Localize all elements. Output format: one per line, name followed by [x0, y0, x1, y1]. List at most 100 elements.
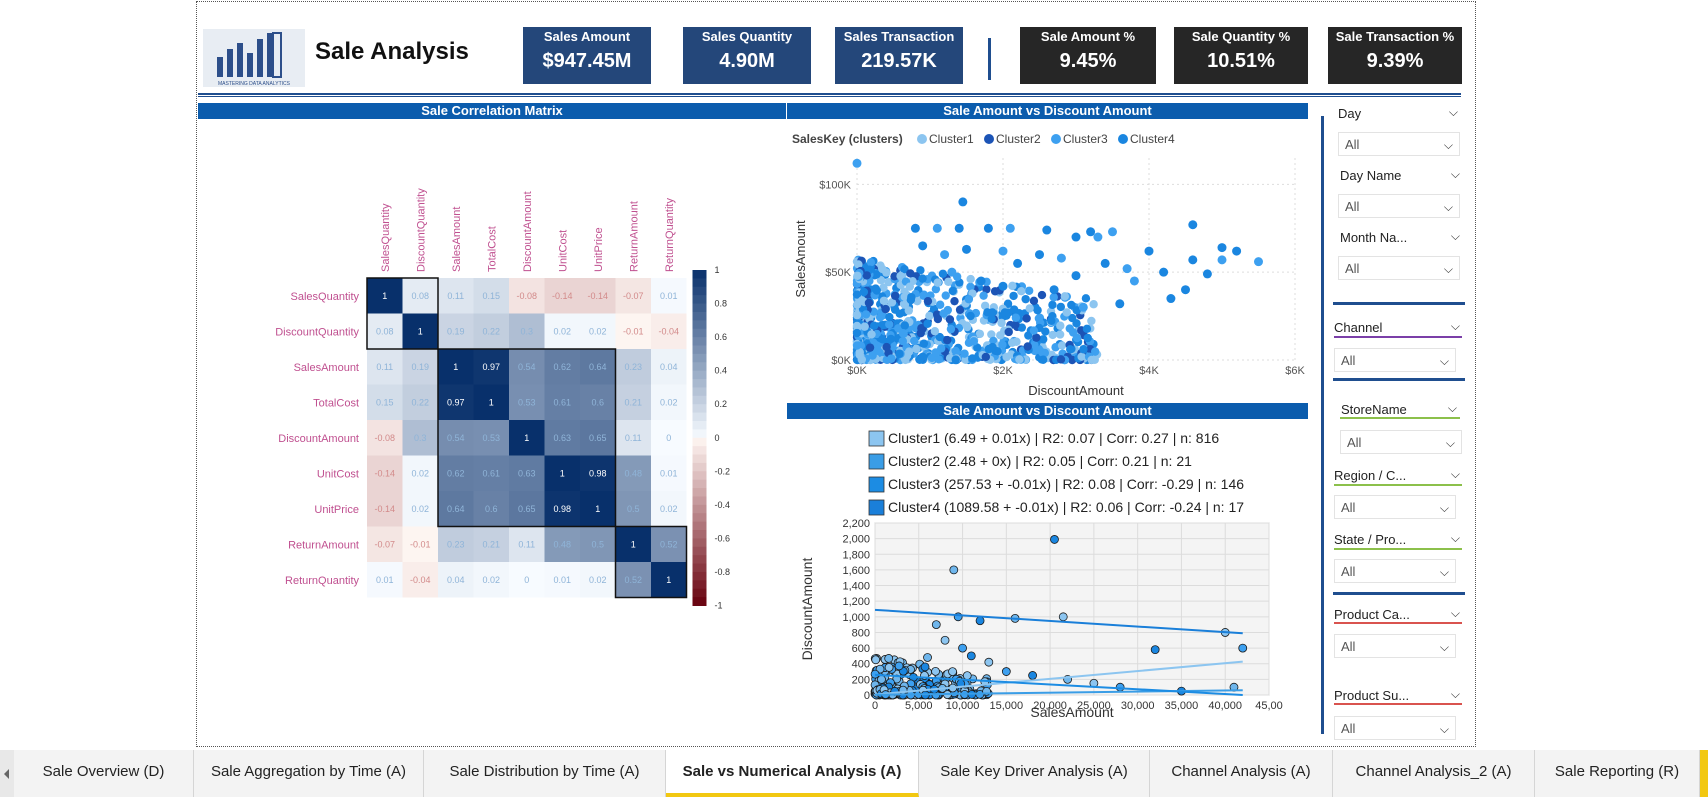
corr-cell-label: 0.5 [627, 504, 640, 514]
chevron-down-icon[interactable]: ⌵ [1447, 401, 1457, 415]
scatter-y-tick: $0K [831, 355, 851, 367]
corr-cell [473, 526, 509, 562]
scatter-point [935, 300, 945, 309]
corr-cell [367, 349, 403, 385]
corr-cell [615, 349, 651, 385]
chevron-down-icon[interactable]: ⌵ [1450, 467, 1460, 481]
corr-cell-label: 0 [524, 575, 529, 585]
scatter-point [872, 270, 881, 279]
scatter-point [882, 342, 891, 352]
slicer-month-name-title[interactable]: Month Na... ⌵ [1340, 229, 1462, 245]
scatter-point [1078, 302, 1088, 312]
correlation-matrix-chart[interactable]: SalesQuantity SalesQuantity DiscountQuanti… [200, 120, 785, 660]
scatter-point [1041, 327, 1050, 336]
tabs-edge-marker [1700, 750, 1708, 797]
slicer-product-category-title[interactable]: Product Ca... ⌵ [1334, 606, 1462, 622]
regression-x-tick: 15,000 [990, 700, 1024, 712]
corr-cell-label: 0.02 [660, 397, 678, 407]
scatter-point [1115, 299, 1125, 309]
slicer-product-subcategory-title[interactable]: Product Su... ⌵ [1334, 687, 1462, 703]
corr-cell [615, 384, 651, 420]
chevron-down-icon[interactable]: ⌵ [1450, 167, 1460, 181]
scatter-point [939, 309, 948, 318]
scatter-point [1089, 300, 1098, 309]
scatter-point [855, 348, 864, 357]
corr-cell-label: 0.23 [447, 539, 465, 549]
corr-cell [651, 420, 687, 456]
chevron-down-icon: ⌵ [1439, 354, 1449, 368]
colorbar-segment [692, 412, 707, 422]
regression-point [1001, 667, 1011, 676]
kpi-value: 4.90M [719, 50, 775, 72]
chevron-down-icon[interactable]: ⌵ [1450, 531, 1460, 545]
chevron-down-icon[interactable]: ⌵ [1450, 687, 1460, 701]
regression-y-tick: 1,600 [842, 565, 870, 577]
tab-sale-reporting[interactable]: Sale Reporting (R) [1535, 750, 1700, 797]
chevron-down-icon[interactable]: ⌵ [1450, 229, 1460, 243]
regression-point [920, 662, 930, 672]
slicer-storename-underline [1340, 417, 1460, 419]
scatter-point [878, 320, 888, 330]
scatter-point [857, 296, 867, 305]
scatter-point [1067, 300, 1076, 310]
corr-cell-label: 0.52 [624, 575, 642, 585]
scatter-legend-marker [984, 134, 994, 144]
chevron-down-icon[interactable]: ⌵ [1450, 319, 1460, 333]
tab-sale-overview[interactable]: Sale Overview (D) [14, 750, 194, 797]
slicer-region-title[interactable]: Region / C... ⌵ [1334, 467, 1462, 483]
corr-cell [544, 491, 580, 527]
tab-sale-key-driver-analysis[interactable]: Sale Key Driver Analysis (A) [919, 750, 1150, 797]
slicer-channel-dropdown[interactable]: All ⌵ [1334, 348, 1456, 372]
slicer-day-name-dropdown[interactable]: All ⌵ [1338, 194, 1460, 218]
slicer-label: Region / C... [1334, 468, 1407, 483]
colorbar-segment [692, 270, 707, 279]
corr-cell-label: 0.11 [376, 362, 393, 372]
corr-cell [438, 349, 474, 385]
tab-sale-distribution-by-time[interactable]: Sale Distribution by Time (A) [424, 750, 666, 797]
kpi-value: 9.39% [1366, 50, 1424, 72]
tab-sale-vs-numerical-analysis[interactable]: Sale vs Numerical Analysis (A) [666, 750, 919, 797]
slicer-day-name-title[interactable]: Day Name ⌵ [1340, 167, 1462, 183]
slicer-storename-dropdown[interactable]: All ⌵ [1340, 430, 1462, 454]
scatter-point [933, 314, 943, 324]
scatter-point [876, 276, 886, 285]
scatter-point [1056, 302, 1066, 312]
slicer-channel-title[interactable]: Channel ⌵ [1334, 319, 1462, 335]
slicer-product-category-dropdown[interactable]: All ⌵ [1334, 634, 1456, 658]
chevron-down-icon[interactable]: ⌵ [1450, 606, 1460, 620]
corr-cell [473, 420, 509, 456]
slicer-product-subcategory-dropdown[interactable]: All ⌵ [1334, 716, 1456, 740]
corr-cell [509, 384, 545, 420]
scatter-point [1144, 246, 1154, 256]
slicer-month-name-dropdown[interactable]: All ⌵ [1338, 256, 1460, 280]
cluster-scatter-chart[interactable]: SalesKey (clusters) Cluster1 Cluster2 Clust… [787, 120, 1308, 400]
slicer-state-dropdown[interactable]: All ⌵ [1334, 559, 1456, 583]
regression-point [975, 616, 985, 626]
scatter-point [910, 336, 919, 346]
tab-channel-analysis[interactable]: Channel Analysis (A) [1150, 750, 1333, 797]
corr-cell [544, 384, 580, 420]
slicer-state-title[interactable]: State / Pro... ⌵ [1334, 531, 1462, 547]
tabs-scroll-left-icon[interactable] [0, 750, 15, 797]
scatter-point [1023, 342, 1032, 351]
scatter-x-tick: $4K [1139, 365, 1159, 377]
regression-y-tick: 1,000 [842, 612, 870, 624]
regression-scatter-chart[interactable]: Cluster1 (6.49 + 0.01x) | R2: 0.07 | Cor… [787, 420, 1308, 720]
corr-cell-label: 0.62 [447, 468, 465, 478]
tab-channel-analysis-2[interactable]: Channel Analysis_2 (A) [1333, 750, 1535, 797]
slicer-storename-title[interactable]: StoreName ⌵ [1341, 401, 1459, 417]
slicer-day-title[interactable]: Day ⌵ [1338, 105, 1460, 121]
slicer-day-dropdown[interactable]: All ⌵ [1338, 132, 1460, 156]
scatter-point [854, 260, 863, 269]
corr-cell-label: 1 [453, 362, 458, 372]
scatter-point [1202, 269, 1212, 279]
corr-cell [544, 562, 580, 598]
corr-cell [438, 313, 474, 349]
scatter-point [1079, 345, 1088, 354]
scatter-point [966, 282, 975, 292]
slicer-region-dropdown[interactable]: All ⌵ [1334, 495, 1456, 519]
corr-cell [402, 349, 438, 385]
chevron-down-icon[interactable]: ⌵ [1448, 105, 1458, 119]
scatter-point [918, 241, 928, 251]
tab-sale-aggregation-by-time[interactable]: Sale Aggregation by Time (A) [194, 750, 424, 797]
